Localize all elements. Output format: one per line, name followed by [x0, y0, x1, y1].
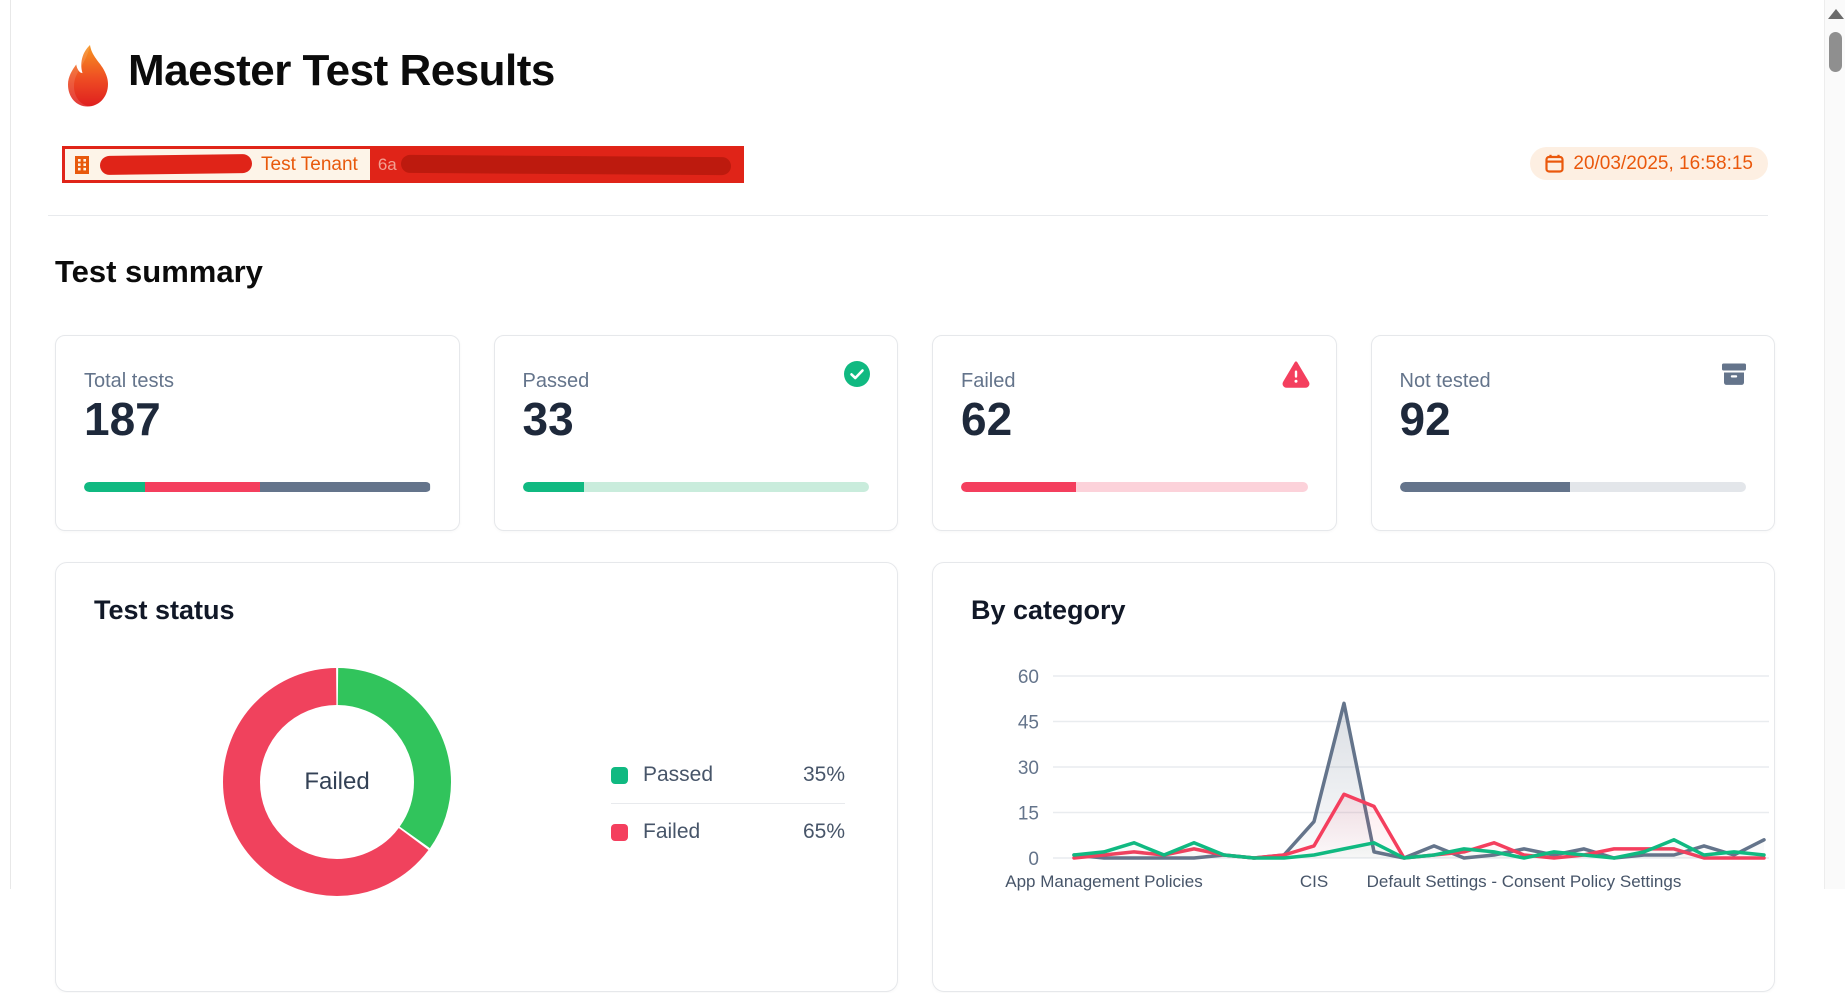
tenant-id-redaction — [401, 154, 731, 174]
card-value: 62 — [961, 392, 1012, 446]
test-summary-heading: Test summary — [55, 254, 263, 290]
category-line-chart[interactable]: 0 15 30 45 60 App Management Policies CIS Defau… — [933, 563, 1776, 993]
tenant-name-redaction — [100, 154, 252, 175]
legend-swatch-failed — [611, 824, 628, 841]
section-divider — [48, 215, 1768, 216]
svg-text:CIS: CIS — [1300, 872, 1328, 891]
building-icon — [73, 155, 91, 175]
card-value: 187 — [84, 392, 161, 446]
svg-text:15: 15 — [1018, 804, 1039, 825]
svg-text:60: 60 — [1018, 667, 1039, 688]
summary-card-failed: Failed 62 — [932, 335, 1337, 531]
progress-bar — [961, 482, 1308, 492]
card-value: 33 — [523, 392, 574, 446]
summary-cards-row: Total tests 187 Passed 33 Failed 62 Not … — [55, 335, 1775, 531]
summary-card-total-tests: Total tests 187 — [55, 335, 460, 531]
page-title: Maester Test Results — [128, 46, 555, 96]
card-label: Passed — [523, 370, 590, 393]
svg-text:30: 30 — [1018, 758, 1039, 779]
legend-divider — [611, 803, 845, 804]
date-badge: 20/03/2025, 16:58:15 — [1530, 147, 1768, 180]
legend-label: Passed — [643, 763, 713, 787]
summary-card-not-tested: Not tested 92 — [1371, 335, 1776, 531]
chart-legend: Passed 35% Failed 65% — [611, 753, 845, 854]
card-label: Failed — [961, 370, 1015, 393]
tenant-id-fragment: 6a — [378, 155, 397, 175]
maester-flame-logo-icon — [66, 44, 110, 108]
archive-box-icon — [1720, 360, 1748, 388]
svg-text:App Management Policies: App Management Policies — [1005, 872, 1203, 891]
svg-text:Default Settings - Consent Pol: Default Settings - Consent Policy Settin… — [1367, 872, 1682, 891]
test-status-card: Test status Failed Passed 35% Failed 65% — [55, 562, 898, 992]
calendar-icon — [1545, 154, 1564, 173]
legend-swatch-passed — [611, 767, 628, 784]
scroll-up-button[interactable] — [1828, 9, 1844, 19]
card-label: Not tested — [1400, 370, 1491, 393]
report-timestamp: 20/03/2025, 16:58:15 — [1573, 153, 1753, 175]
progress-bar — [1400, 482, 1747, 492]
legend-value: 65% — [803, 820, 845, 844]
donut-center-label: Failed — [223, 668, 451, 896]
progress-bar — [84, 482, 431, 492]
page-left-border — [10, 0, 11, 889]
card-label: Total tests — [84, 370, 174, 393]
summary-card-passed: Passed 33 — [494, 335, 899, 531]
legend-value: 35% — [803, 763, 845, 787]
warning-triangle-icon — [1282, 360, 1310, 388]
scroll-thumb[interactable] — [1829, 32, 1842, 72]
tenant-name: Test Tenant — [261, 154, 358, 176]
card-title: Test status — [94, 595, 235, 626]
svg-text:45: 45 — [1018, 713, 1039, 734]
check-circle-icon — [843, 360, 871, 388]
scrollbar[interactable] — [1824, 0, 1845, 889]
svg-text:0: 0 — [1028, 849, 1039, 870]
legend-label: Failed — [643, 820, 700, 844]
tenant-badge: Test Tenant 6a — [62, 146, 744, 183]
card-value: 92 — [1400, 392, 1451, 446]
progress-bar — [523, 482, 870, 492]
legend-item-failed[interactable]: Failed 65% — [611, 810, 845, 854]
legend-item-passed[interactable]: Passed 35% — [611, 753, 845, 797]
